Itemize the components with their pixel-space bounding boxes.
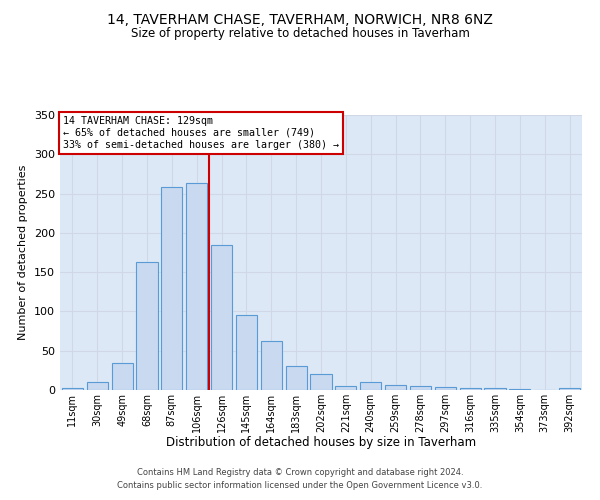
Bar — [261, 340, 282, 390]
Bar — [286, 366, 307, 390]
Bar — [87, 382, 108, 390]
Bar — [186, 184, 207, 390]
Y-axis label: Number of detached properties: Number of detached properties — [19, 165, 28, 340]
Bar — [112, 362, 133, 390]
Bar — [460, 388, 481, 390]
Bar — [136, 262, 158, 390]
Bar — [360, 382, 381, 390]
Text: 14 TAVERHAM CHASE: 129sqm
← 65% of detached houses are smaller (749)
33% of semi: 14 TAVERHAM CHASE: 129sqm ← 65% of detac… — [62, 116, 338, 150]
Bar — [484, 388, 506, 390]
Bar — [385, 386, 406, 390]
Bar — [335, 386, 356, 390]
Bar — [509, 389, 530, 390]
Bar — [435, 387, 456, 390]
Bar — [310, 374, 332, 390]
Text: Contains public sector information licensed under the Open Government Licence v3: Contains public sector information licen… — [118, 480, 482, 490]
Bar — [62, 388, 83, 390]
Bar — [211, 246, 232, 390]
Text: Contains HM Land Registry data © Crown copyright and database right 2024.: Contains HM Land Registry data © Crown c… — [137, 468, 463, 477]
Bar — [236, 316, 257, 390]
Text: Distribution of detached houses by size in Taverham: Distribution of detached houses by size … — [166, 436, 476, 449]
Bar — [161, 188, 182, 390]
Text: Size of property relative to detached houses in Taverham: Size of property relative to detached ho… — [131, 28, 469, 40]
Bar — [559, 388, 580, 390]
Text: 14, TAVERHAM CHASE, TAVERHAM, NORWICH, NR8 6NZ: 14, TAVERHAM CHASE, TAVERHAM, NORWICH, N… — [107, 12, 493, 26]
Bar — [410, 386, 431, 390]
